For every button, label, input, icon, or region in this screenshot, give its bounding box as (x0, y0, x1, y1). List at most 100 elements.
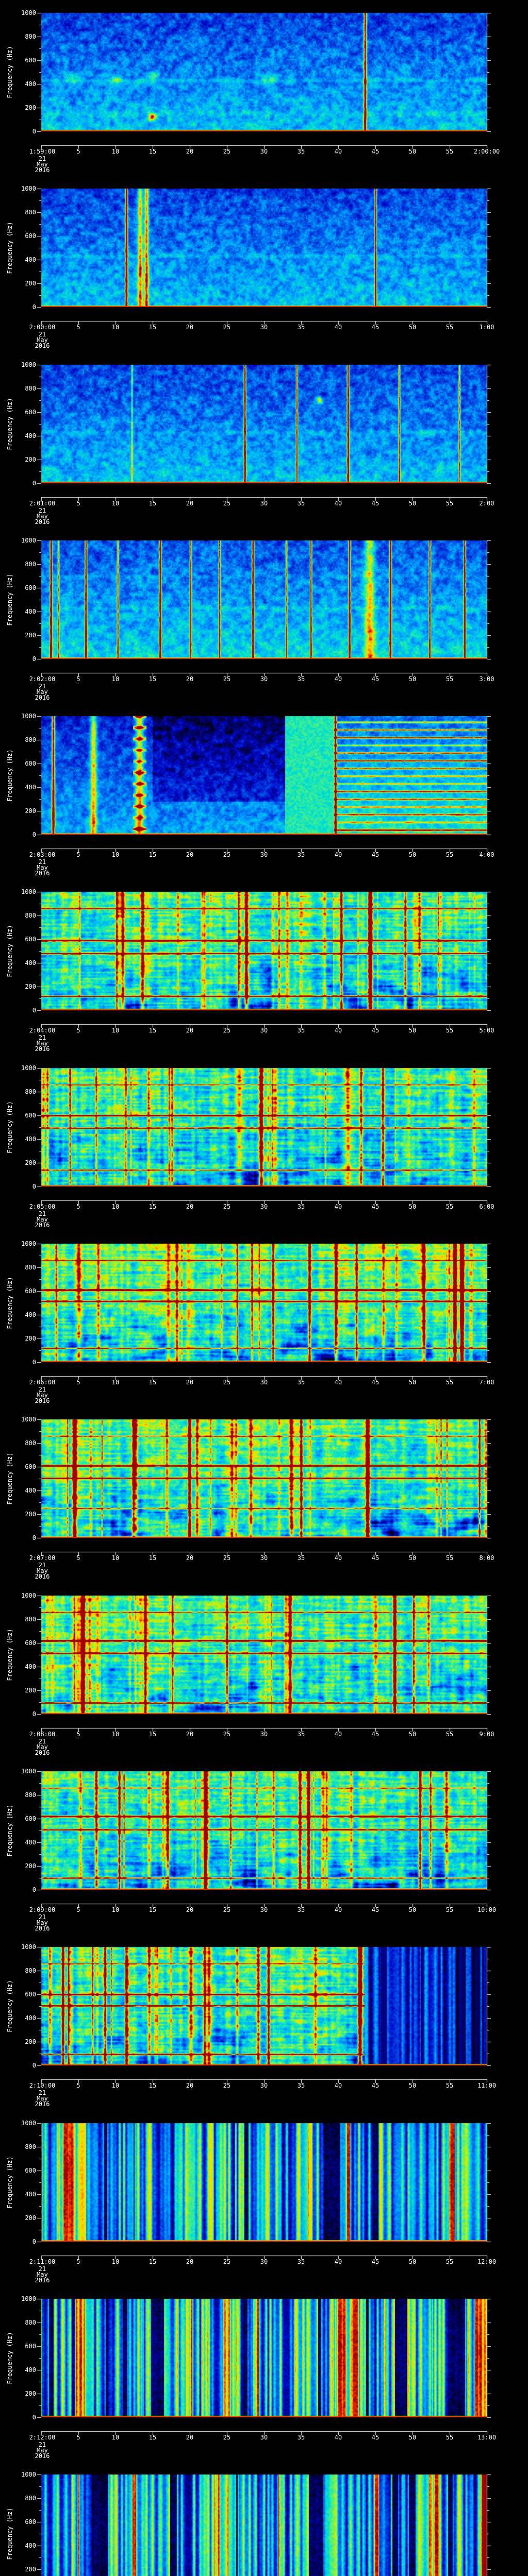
y-tick-label: 400 (25, 80, 36, 88)
y-axis-title: Frequency (Hz) (6, 1629, 13, 1681)
spectrogram-image-1 (0, 0, 528, 176)
y-tick-label: 800 (25, 209, 36, 216)
x-tick-label: 30 (260, 675, 268, 683)
x-tick-label: 10 (111, 675, 120, 683)
date-line: May (37, 1567, 48, 1574)
x-tick-label: 50 (408, 1731, 417, 1738)
y-tick-label: 200 (25, 1159, 36, 1166)
x-tick-label: 5 (76, 1731, 80, 1738)
x-tick-label: 45 (371, 1379, 380, 1386)
y-tick-label: 800 (25, 1616, 36, 1623)
x-tick-label: 40 (334, 1554, 342, 1562)
y-axis-title: Frequency (Hz) (6, 1277, 13, 1329)
x-tick-label: 40 (334, 1027, 342, 1034)
x-tick-label: 10 (111, 1379, 120, 1386)
y-tick-label: 800 (25, 2143, 36, 2150)
y-tick-label: 200 (25, 2038, 36, 2045)
x-end-time-label: 5:00 (479, 1027, 494, 1034)
y-tick-label: 800 (25, 1439, 36, 1447)
y-tick-label: 400 (25, 2542, 36, 2549)
y-tick-label: 400 (25, 1311, 36, 1318)
x-tick-label: 5 (76, 1379, 80, 1386)
x-tick-label: 50 (408, 1906, 417, 1913)
x-tick-label: 25 (223, 851, 231, 858)
x-tick-label: 40 (334, 2258, 342, 2265)
y-tick-label: 400 (25, 1136, 36, 1143)
x-tick-label: 20 (186, 1554, 194, 1562)
x-tick-label: 55 (446, 2258, 454, 2265)
y-tick-label: 200 (25, 2214, 36, 2222)
x-tick-label: 10 (111, 1203, 120, 1210)
y-tick-label: 400 (25, 784, 36, 791)
x-start-time-label: 2:03:00 (29, 851, 56, 858)
x-tick-label: 5 (76, 2082, 80, 2089)
x-tick-label: 15 (148, 851, 157, 858)
x-tick-label: 45 (371, 500, 380, 507)
date-line: 2016 (35, 1397, 50, 1404)
y-tick-label: 800 (25, 1791, 36, 1799)
date-line: 21 (38, 2265, 46, 2273)
y-tick-label: 1000 (21, 713, 36, 720)
x-tick-label: 10 (111, 500, 120, 507)
x-tick-label: 35 (297, 1379, 305, 1386)
spectrogram-image-5 (0, 703, 528, 879)
spectrogram-panel-12: Frequency (Hz) 1000 800 600 400 200 0 2:10:00 5 1… (0, 1934, 528, 2110)
y-tick-label: 1000 (21, 185, 36, 192)
x-tick-label: 15 (148, 675, 157, 683)
x-tick-label: 5 (76, 851, 80, 858)
x-tick-label: 50 (408, 2082, 417, 2089)
x-tick-label: 35 (297, 2082, 305, 2089)
x-tick-label: 20 (186, 148, 194, 155)
x-tick-label: 5 (76, 500, 80, 507)
date-line: May (37, 2447, 48, 2454)
spectrogram-panel-3: Frequency (Hz) 1000 800 600 400 200 0 2:01:00 5 1… (0, 352, 528, 528)
x-tick-label: 20 (186, 851, 194, 858)
y-tick-label: 400 (25, 2366, 36, 2374)
y-tick-label: 0 (32, 2414, 36, 2421)
y-tick-label: 0 (32, 1534, 36, 1541)
y-tick-label: 1000 (21, 1240, 36, 1247)
date-line: 21 (38, 1210, 46, 1217)
spectrogram-panel-2: Frequency (Hz) 1000 800 600 400 200 0 2:00:00 5 1… (0, 176, 528, 352)
y-tick-label: 0 (32, 480, 36, 487)
x-tick-label: 20 (186, 1203, 194, 1210)
x-tick-label: 5 (76, 675, 80, 683)
x-tick-label: 45 (371, 1731, 380, 1738)
spectrogram-panel-10: Frequency (Hz) 1000 800 600 400 200 0 2:08:00 5 1… (0, 1583, 528, 1758)
date-line: 21 (38, 507, 46, 514)
x-tick-label: 40 (334, 2434, 342, 2441)
x-tick-label: 15 (148, 1731, 157, 1738)
x-tick-label: 35 (297, 324, 305, 331)
x-tick-label: 15 (148, 1203, 157, 1210)
y-axis-title: Frequency (Hz) (6, 2156, 13, 2209)
x-tick-label: 25 (223, 675, 231, 683)
date-line: 21 (38, 683, 46, 690)
x-tick-label: 25 (223, 2258, 231, 2265)
x-tick-label: 25 (223, 1906, 231, 1913)
x-tick-label: 25 (223, 1027, 231, 1034)
date-line: 2016 (35, 1749, 50, 1756)
x-tick-label: 30 (260, 2434, 268, 2441)
y-tick-label: 1000 (21, 361, 36, 368)
x-tick-label: 30 (260, 1027, 268, 1034)
x-tick-label: 10 (111, 2258, 120, 2265)
x-start-time-label: 2:07:00 (29, 1554, 56, 1562)
y-tick-label: 0 (32, 1183, 36, 1190)
date-line: May (37, 1919, 48, 1926)
x-tick-label: 35 (297, 1554, 305, 1562)
date-line: 21 (38, 2089, 46, 2096)
date-line: 2016 (35, 694, 50, 701)
x-tick-label: 55 (446, 851, 454, 858)
y-tick-label: 1000 (21, 888, 36, 895)
y-axis-title: Frequency (Hz) (6, 573, 13, 626)
x-tick-label: 25 (223, 2434, 231, 2441)
y-tick-label: 0 (32, 1710, 36, 1718)
x-tick-label: 25 (223, 2082, 231, 2089)
x-end-time-label: 6:00 (479, 1203, 494, 1210)
x-tick-label: 5 (76, 1027, 80, 1034)
x-tick-label: 55 (446, 1554, 454, 1562)
x-start-time-label: 1:59:00 (29, 148, 56, 155)
y-tick-label: 600 (25, 2167, 36, 2174)
date-line: 2016 (35, 1925, 50, 1932)
x-tick-label: 35 (297, 2258, 305, 2265)
